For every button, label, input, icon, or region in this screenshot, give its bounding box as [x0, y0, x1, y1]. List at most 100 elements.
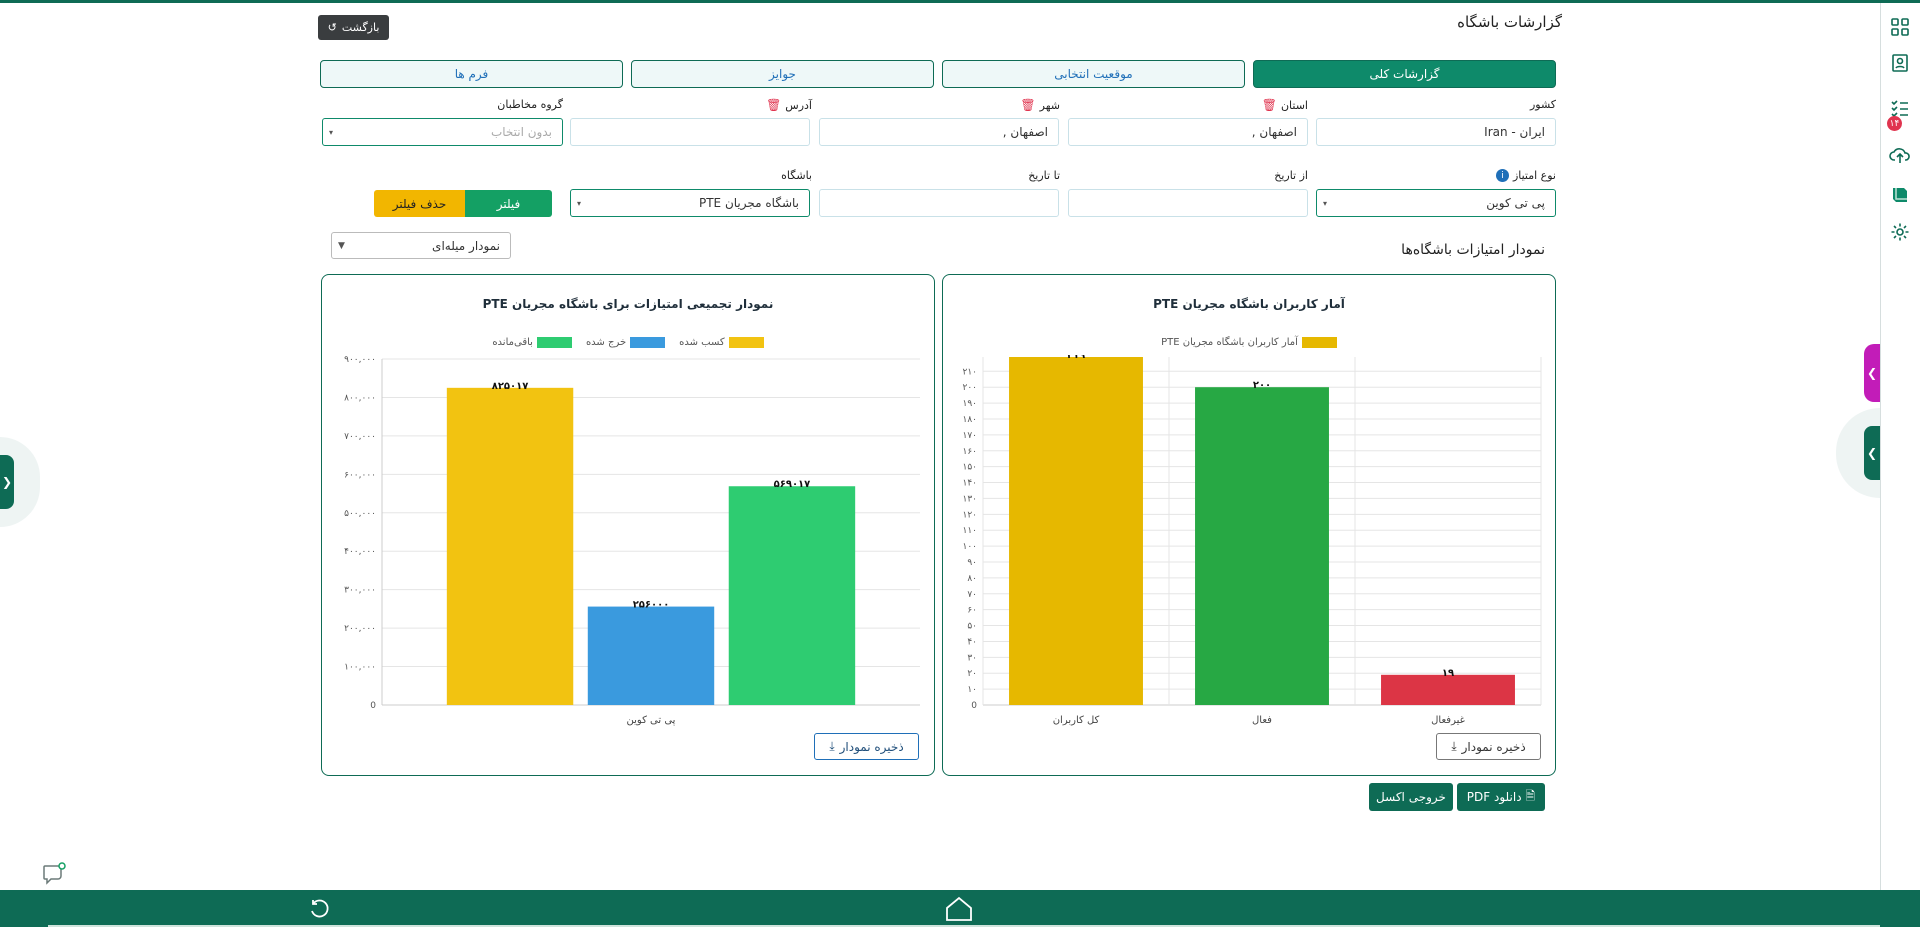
- legend-item[interactable]: خرج شده: [585, 337, 666, 348]
- legend-item[interactable]: باقی‌مانده: [492, 337, 572, 348]
- trash-icon[interactable]: 🗑: [1261, 98, 1277, 112]
- legend-item[interactable]: آمار کاربران باشگاه مجریان PTE: [1161, 337, 1337, 348]
- audience-select[interactable]: بدون انتخاب ▾: [322, 118, 563, 146]
- y-tick-label: ۵۰۰,۰۰۰: [344, 509, 376, 519]
- points-chart-card: نمودار تجمیعی امتیازات برای باشگاه مجریا…: [321, 274, 935, 776]
- province-label: استان 🗑: [1261, 98, 1308, 112]
- address-input[interactable]: [570, 118, 810, 146]
- download-tray-icon: ⤓: [829, 739, 835, 753]
- y-tick-label: ۳۰۰,۰۰۰: [344, 586, 376, 596]
- club-select[interactable]: باشگاه مجریان PTE ▾: [570, 189, 810, 217]
- info-icon[interactable]: i: [1495, 169, 1509, 182]
- bottom-divider: [48, 925, 1880, 927]
- y-tick-label: ۹۰: [967, 558, 977, 568]
- pdf-label: دانلود PDF: [1466, 790, 1522, 804]
- legend-label: باقی‌مانده: [492, 337, 533, 348]
- chat-bubble-icon[interactable]: [42, 861, 68, 891]
- pink-side-toggle[interactable]: ❮: [1864, 344, 1880, 402]
- download-pdf-button[interactable]: 🗎 دانلود PDF: [1457, 783, 1545, 811]
- tab-forms[interactable]: فرم ها: [320, 60, 623, 88]
- tab-prizes[interactable]: جوایز: [631, 60, 934, 88]
- y-tick-label: ۴۰: [967, 637, 977, 647]
- home-icon[interactable]: [944, 895, 974, 927]
- city-input[interactable]: اصفهان ,: [819, 118, 1059, 146]
- legend-swatch: [630, 337, 666, 348]
- bar: [1381, 674, 1515, 705]
- checklist-icon[interactable]: [1888, 96, 1912, 120]
- left-panel-toggle[interactable]: ❯: [0, 455, 14, 509]
- from-date-input[interactable]: [1068, 189, 1308, 217]
- right-icon-rail: ۱۴: [1880, 3, 1920, 893]
- y-tick-label: ۲۰: [967, 669, 977, 679]
- province-input[interactable]: اصفهان ,: [1068, 118, 1308, 146]
- report-tabs: گزارشات کلی موقعیت انتخابی جوایز فرم ها: [320, 60, 1556, 88]
- tab-general-reports[interactable]: گزارشات کلی: [1253, 60, 1556, 88]
- y-tick-label: ۱۴۰: [962, 479, 977, 489]
- tab-selected-location[interactable]: موقعیت انتخابی: [942, 60, 1245, 88]
- users-bar-chart: 0 ۱۰ ۲۰ ۳۰ ۴۰ ۵۰ ۶۰ ۷۰ ۸۰ ۹۰ ۱۰۰ ۱۱۰ ۱۲۰ ۱۳۰ ۱۴۰ ۱۵۰ ۱۶۰…: [962, 355, 1542, 726]
- caret-down-icon: ▾: [1323, 198, 1328, 208]
- y-tick-label: ۱۰۰: [962, 542, 977, 552]
- save-chart-label: ذخیره نمودار: [1461, 739, 1526, 754]
- bar: [446, 387, 574, 705]
- y-tick-label: ۶۰۰,۰۰۰: [344, 470, 376, 480]
- points-chart-title: نمودار تجمیعی امتیازات برای باشگاه مجریا…: [482, 297, 774, 311]
- page-title: گزارشات باشگاه: [1457, 13, 1562, 31]
- document-icon: 🗎: [1525, 788, 1536, 803]
- y-tick-label: ۳۰: [967, 653, 977, 663]
- y-tick-label: ۵۰: [967, 622, 977, 632]
- excel-export-button[interactable]: خروجی اکسل: [1369, 783, 1453, 811]
- y-tick-label: ۹۰۰,۰۰۰: [344, 355, 376, 365]
- y-tick-label: ۱۳۰: [962, 494, 977, 504]
- refresh-icon[interactable]: [308, 898, 330, 924]
- filter-button[interactable]: فیلتر: [465, 190, 552, 217]
- legend-item[interactable]: کسب شده: [679, 337, 764, 348]
- point-type-select[interactable]: پی تی کوین ▾: [1316, 189, 1556, 217]
- trash-icon[interactable]: 🗑: [766, 98, 782, 112]
- chevron-right-icon: ❯: [1, 475, 13, 489]
- back-button[interactable]: بازگشت ↺: [318, 15, 389, 40]
- city-label: شهر 🗑: [1020, 98, 1060, 112]
- address-label: آدرس 🗑: [766, 98, 812, 112]
- dashboard-grid-icon[interactable]: [1888, 15, 1912, 39]
- legend-swatch: [728, 337, 764, 348]
- x-tick-label: غیرفعال: [1431, 715, 1465, 726]
- y-tick-label: ۱۰: [967, 685, 977, 695]
- y-tick-label: ۱۲۰: [962, 510, 977, 520]
- x-tick-label: پی تی کوین: [627, 715, 676, 726]
- save-points-chart-button[interactable]: ذخیره نمودار ⤓: [814, 733, 919, 760]
- shop-bag-icon[interactable]: [1888, 183, 1912, 207]
- country-label: کشور: [1529, 98, 1556, 111]
- save-users-chart-button[interactable]: ذخیره نمودار ⤓: [1436, 733, 1541, 760]
- legend-label: خرج شده: [585, 337, 627, 348]
- bar: [728, 486, 856, 705]
- y-tick-label: ۸۰: [967, 574, 977, 584]
- audience-label: گروه مخاطبان: [497, 98, 563, 111]
- save-chart-label: ذخیره نمودار: [839, 739, 904, 754]
- y-tick-label: ۱۵۰: [962, 463, 977, 473]
- contacts-book-icon[interactable]: [1888, 51, 1912, 75]
- download-tray-icon: ⤓: [1451, 739, 1457, 753]
- undo-arrow-icon: ↺: [327, 21, 337, 34]
- clear-filter-button[interactable]: حذف فیلتر: [374, 190, 465, 217]
- settings-gear-icon[interactable]: [1888, 220, 1912, 244]
- trash-icon[interactable]: 🗑: [1020, 98, 1036, 112]
- cloud-upload-icon[interactable]: [1888, 143, 1912, 167]
- y-tick-label: ۱۷۰: [962, 431, 977, 441]
- from-date-label: از تاریخ: [1274, 169, 1308, 182]
- point-type-label: نوع امتیاز i: [1495, 169, 1556, 182]
- right-panel-toggle[interactable]: ❮: [1864, 426, 1880, 480]
- x-tick-label: کل کاربران: [1053, 715, 1100, 726]
- bar-value-label: ۲۱۹: [1067, 355, 1085, 361]
- y-tick-label: ۲۰۰: [962, 383, 977, 393]
- chart-type-select[interactable]: نمودار میله‌ای ▼: [331, 232, 511, 259]
- y-tick-label: ۱۹۰: [962, 399, 977, 409]
- y-tick-label: 0: [971, 701, 977, 711]
- to-date-input[interactable]: [819, 189, 1059, 217]
- y-tick-label: 0: [370, 701, 376, 711]
- y-tick-label: ۸۰۰,۰۰۰: [344, 393, 376, 403]
- right-panel-toggle-wrap: ❮: [1836, 408, 1880, 498]
- points-bar-chart: 0 ۱۰۰,۰۰۰ ۲۰۰,۰۰۰ ۳۰۰,۰۰۰ ۴۰۰,۰۰۰ ۵۰۰,۰۰۰ ۶۰۰,…: [344, 355, 920, 726]
- users-chart-title: آمار کاربران باشگاه مجریان PTE: [1153, 297, 1345, 311]
- country-input[interactable]: ایران - Iran: [1316, 118, 1556, 146]
